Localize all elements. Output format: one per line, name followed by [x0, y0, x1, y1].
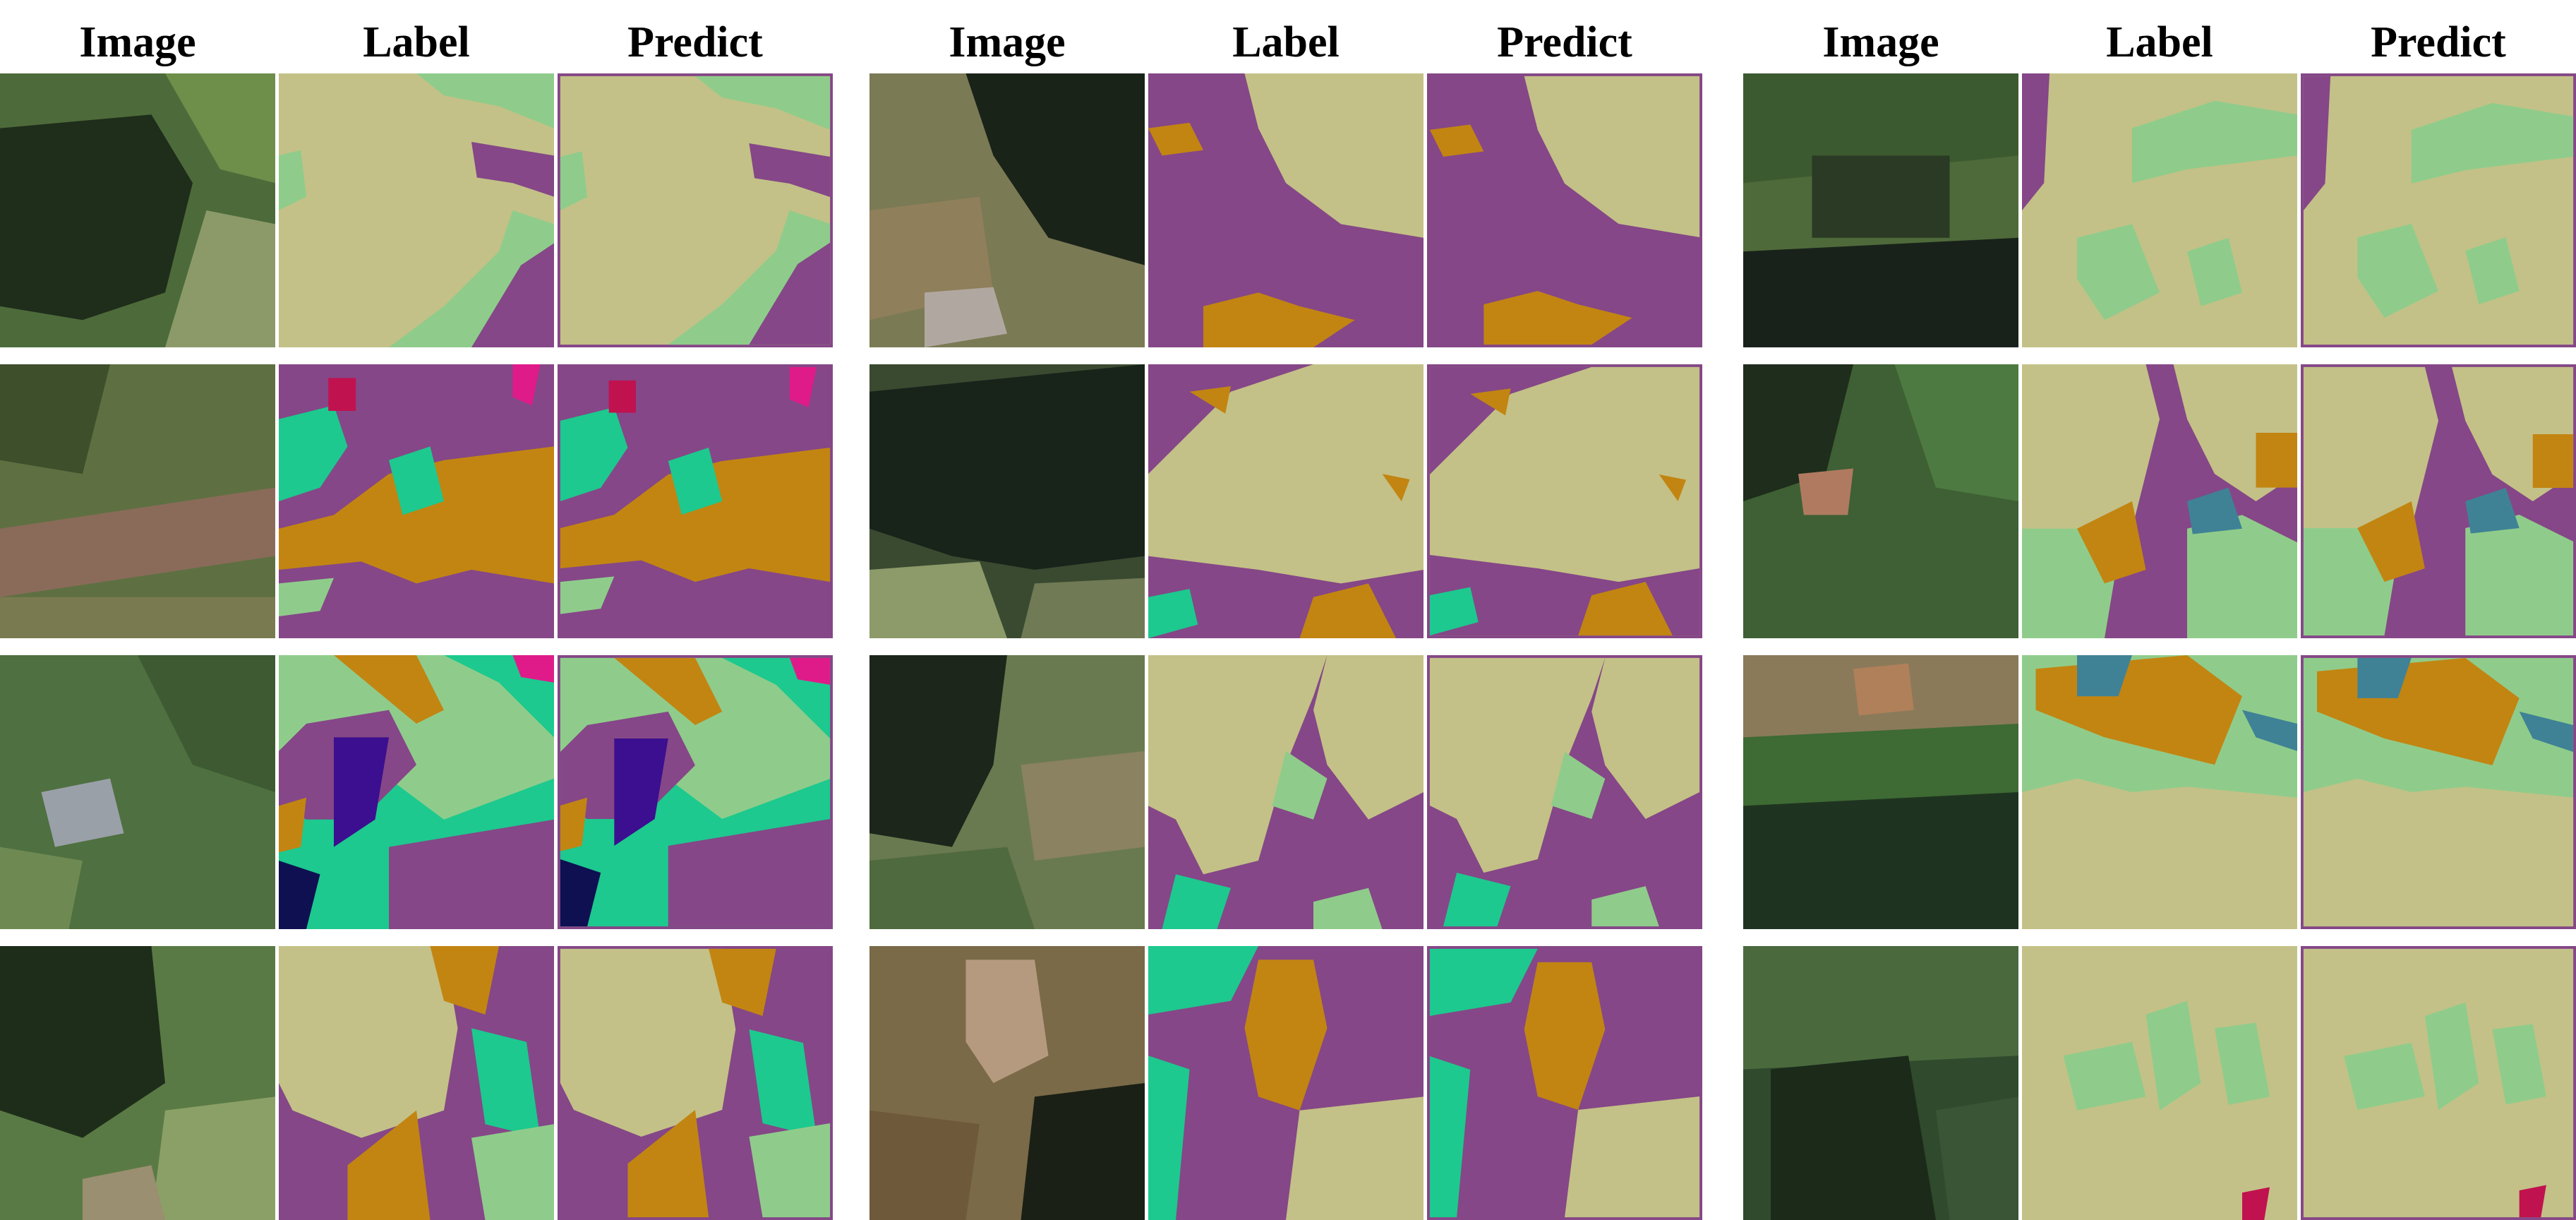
column-header-image: Image	[949, 18, 1066, 66]
label-map	[1148, 946, 1424, 1220]
label-map	[279, 946, 554, 1220]
label-map	[279, 364, 554, 638]
label-tile	[1148, 364, 1424, 638]
image-tile	[1743, 946, 2018, 1220]
column-header-label: Label	[1232, 18, 1340, 66]
label-tile	[2022, 655, 2297, 929]
predict-tile	[1427, 364, 1702, 638]
predict-map	[558, 73, 833, 347]
predict-tile	[2301, 364, 2576, 638]
image-map	[1743, 655, 2018, 929]
label-tile	[1148, 655, 1424, 929]
predict-tile	[558, 73, 833, 347]
predict-map	[1427, 655, 1702, 929]
column-header-image: Image	[79, 18, 196, 66]
predict-tile	[1427, 655, 1702, 929]
image-map	[869, 364, 1145, 638]
column-header-predict: Predict	[1497, 18, 1632, 66]
image-tile	[869, 73, 1145, 347]
image-tile	[0, 655, 275, 929]
image-tile	[1743, 73, 2018, 347]
image-map	[0, 946, 275, 1220]
predict-tile	[558, 946, 833, 1220]
image-tile	[0, 946, 275, 1220]
predict-tile	[558, 655, 833, 929]
predict-tile	[2301, 946, 2576, 1220]
label-map	[2022, 364, 2297, 638]
predict-map	[2301, 73, 2576, 347]
label-map	[1148, 655, 1424, 929]
image-tile	[0, 364, 275, 638]
image-map	[869, 73, 1145, 347]
label-tile	[2022, 364, 2297, 638]
image-map	[869, 946, 1145, 1220]
image-map	[0, 655, 275, 929]
label-tile	[1148, 946, 1424, 1220]
predict-map	[2301, 364, 2576, 638]
image-map	[1743, 364, 2018, 638]
label-tile	[279, 73, 554, 347]
predict-map	[1427, 73, 1702, 347]
label-map	[2022, 946, 2297, 1220]
predict-map	[1427, 946, 1702, 1220]
image-tile	[1743, 364, 2018, 638]
label-map	[1148, 73, 1424, 347]
predict-tile	[1427, 73, 1702, 347]
column-header-predict: Predict	[627, 18, 763, 66]
predict-map	[2301, 655, 2576, 929]
predict-map	[1427, 364, 1702, 638]
label-map	[2022, 655, 2297, 929]
label-map	[2022, 73, 2297, 347]
image-tile	[869, 946, 1145, 1220]
label-tile	[279, 946, 554, 1220]
image-map	[0, 364, 275, 638]
column-header-label: Label	[2106, 18, 2213, 66]
predict-map	[2301, 946, 2576, 1220]
image-tile	[0, 73, 275, 347]
image-tile	[1743, 655, 2018, 929]
image-map	[0, 73, 275, 347]
predict-tile	[2301, 655, 2576, 929]
label-tile	[2022, 73, 2297, 347]
label-tile	[279, 655, 554, 929]
column-header-label: Label	[363, 18, 470, 66]
predict-map	[558, 655, 833, 929]
column-header-predict: Predict	[2371, 18, 2506, 66]
label-tile	[1148, 73, 1424, 347]
label-map	[279, 73, 554, 347]
predict-tile	[1427, 946, 1702, 1220]
image-map	[869, 655, 1145, 929]
label-map	[279, 655, 554, 929]
column-header-image: Image	[1822, 18, 1939, 66]
image-map	[1743, 73, 2018, 347]
image-map	[1743, 946, 2018, 1220]
label-tile	[2022, 946, 2297, 1220]
predict-tile	[2301, 73, 2576, 347]
image-tile	[869, 655, 1145, 929]
image-tile	[869, 364, 1145, 638]
predict-map	[558, 946, 833, 1220]
predict-map	[558, 364, 833, 638]
label-map	[1148, 364, 1424, 638]
label-tile	[279, 364, 554, 638]
predict-tile	[558, 364, 833, 638]
